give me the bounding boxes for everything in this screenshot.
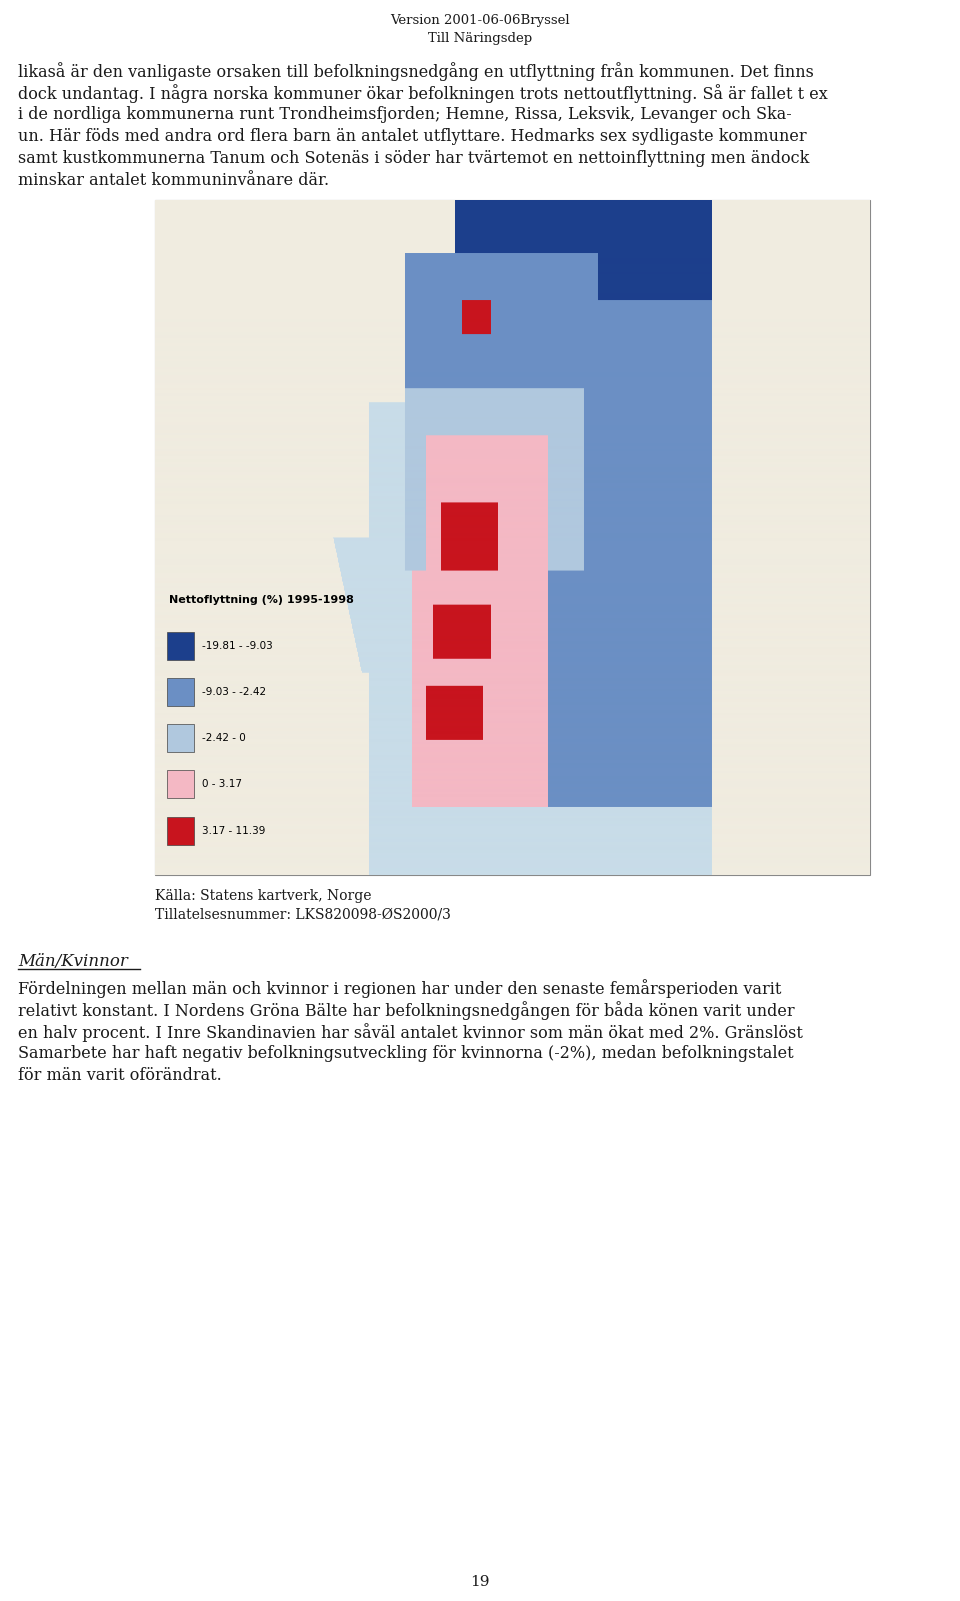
Text: 3.17 - 11.39: 3.17 - 11.39 — [202, 826, 265, 836]
Text: i de nordliga kommunerna runt Trondheimsfjorden; Hemne, Rissa, Leksvik, Levanger: i de nordliga kommunerna runt Trondheims… — [18, 106, 792, 123]
Text: -2.42 - 0: -2.42 - 0 — [202, 733, 246, 743]
Text: -19.81 - -9.03: -19.81 - -9.03 — [202, 640, 273, 650]
Text: minskar antalet kommuninvånare där.: minskar antalet kommuninvånare där. — [18, 171, 329, 189]
Text: dock undantag. I några norska kommuner ökar befolkningen trots nettoutflyttning.: dock undantag. I några norska kommuner ö… — [18, 83, 828, 102]
FancyBboxPatch shape — [167, 632, 194, 660]
Text: 0 - 3.17: 0 - 3.17 — [202, 780, 242, 789]
FancyBboxPatch shape — [167, 724, 194, 752]
Text: Källa: Statens kartverk, Norge: Källa: Statens kartverk, Norge — [155, 889, 372, 903]
Text: Samarbete har haft negativ befolkningsutveckling för kvinnorna (-2%), medan befo: Samarbete har haft negativ befolkningsut… — [18, 1045, 794, 1061]
Text: Nettoflyttning (%) 1995-1998: Nettoflyttning (%) 1995-1998 — [169, 596, 354, 605]
Text: relativt konstant. I Nordens Gröna Bälte har befolkningsnedgången för båda könen: relativt konstant. I Nordens Gröna Bälte… — [18, 1001, 795, 1020]
FancyBboxPatch shape — [155, 200, 870, 876]
Text: 19: 19 — [470, 1575, 490, 1590]
FancyBboxPatch shape — [167, 817, 194, 845]
Text: -9.03 - -2.42: -9.03 - -2.42 — [202, 687, 266, 696]
Text: Version 2001-06-06Bryssel: Version 2001-06-06Bryssel — [390, 14, 570, 27]
Text: un. Här föds med andra ord flera barn än antalet utflyttare. Hedmarks sex sydlig: un. Här föds med andra ord flera barn än… — [18, 128, 806, 146]
Text: samt kustkommunerna Tanum och Sotenäs i söder har tvärtemot en nettoinflyttning : samt kustkommunerna Tanum och Sotenäs i … — [18, 150, 809, 167]
Text: likaså är den vanligaste orsaken till befolkningsnedgång en utflyttning från kom: likaså är den vanligaste orsaken till be… — [18, 62, 814, 82]
Text: Män/Kvinnor: Män/Kvinnor — [18, 953, 128, 970]
FancyBboxPatch shape — [167, 677, 194, 706]
Text: för män varit oförändrat.: för män varit oförändrat. — [18, 1066, 222, 1084]
FancyBboxPatch shape — [167, 770, 194, 799]
Text: Fördelningen mellan män och kvinnor i regionen har under den senaste femårsperio: Fördelningen mellan män och kvinnor i re… — [18, 978, 781, 997]
Text: en halv procent. I Inre Skandinavien har såväl antalet kvinnor som män ökat med : en halv procent. I Inre Skandinavien har… — [18, 1023, 803, 1042]
Text: Tillatelsesnummer: LKS820098-ØS2000/3: Tillatelsesnummer: LKS820098-ØS2000/3 — [155, 908, 451, 921]
Text: Till Näringsdep: Till Näringsdep — [428, 32, 532, 45]
